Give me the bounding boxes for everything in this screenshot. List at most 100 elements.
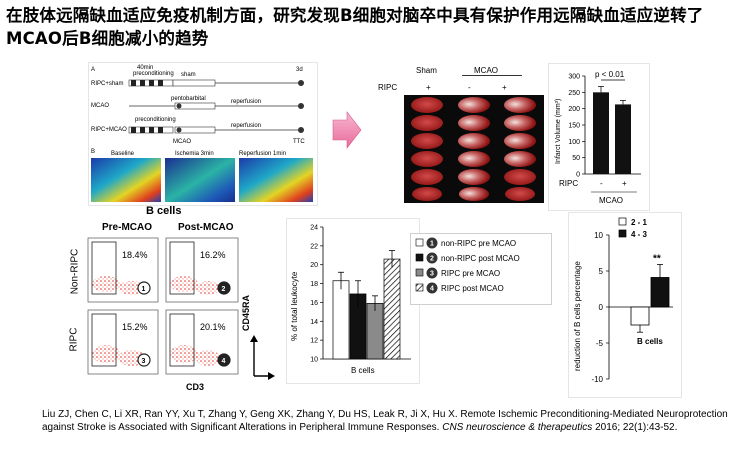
infarct-bar xyxy=(615,104,631,174)
mcao-header-rule xyxy=(462,75,522,76)
legend-number-badge xyxy=(426,282,438,294)
scatter-plot-1 xyxy=(87,237,159,303)
flow-image-baseline xyxy=(91,158,161,202)
ttc-label: TTC xyxy=(293,139,305,145)
mcao-label: MCAO xyxy=(173,139,191,145)
leukocyte-ticks: 10 12 14 16 18 20 22 24 xyxy=(310,225,323,364)
axis-corner-arrow-icon xyxy=(250,335,275,380)
legend-label: non-RIPC post MCAO xyxy=(441,254,520,263)
preconditioning-label-2: preconditioning xyxy=(133,71,174,77)
citation-journal: CNS neuroscience & therapeutics xyxy=(442,422,593,433)
col-title: Post-MCAO xyxy=(178,222,234,233)
legend-number: 4 xyxy=(430,286,434,293)
leukocyte-bar xyxy=(332,280,350,360)
leukocyte-chart-svg: % of total leukocyte 10 12 14 16 18 20 22 24 B … xyxy=(290,225,411,375)
infarct-sign: - xyxy=(600,179,603,188)
flow-title: Ischemia 3min xyxy=(175,151,214,157)
reduction-tick-label: -5 xyxy=(596,339,604,348)
ripc-sign: + xyxy=(502,83,507,92)
brain-slice-column-sham xyxy=(411,97,443,201)
infarct-tick-label: 300 xyxy=(568,74,580,81)
reduction-tick-label: 10 xyxy=(594,231,603,240)
reduction-legend-label: 4 - 3 xyxy=(631,230,648,239)
legend-number: 1 xyxy=(430,241,434,248)
flow-image-ischemia xyxy=(165,158,235,202)
leukocyte-xlabel: B cells xyxy=(351,366,375,375)
reduction-xlabel: B cells xyxy=(637,337,663,346)
reduction-bar xyxy=(630,306,650,326)
legend-swatch xyxy=(415,253,424,262)
infarct-tick-label: 200 xyxy=(568,106,580,113)
row-timeline xyxy=(128,79,304,87)
slide-title: 在肢体远隔缺血适应免疫机制方面，研究发现B细胞对脑卒中具有保护作用远隔缺血适应逆… xyxy=(6,6,704,48)
reduction-legend-swatch xyxy=(618,217,627,226)
scatter-plot-2 xyxy=(165,237,239,303)
infarct-bars xyxy=(593,86,631,174)
infarct-chart-svg: Infarct Volume (mm³) 050100150200250300 … xyxy=(555,70,641,205)
leukocyte-bars xyxy=(332,250,401,360)
infarct-tick-label: 250 xyxy=(568,90,580,97)
row-title: Non-RIPC xyxy=(69,248,81,295)
leukocyte-tick-label: 16 xyxy=(310,300,318,307)
pentobarbital-label: pentobarbital xyxy=(171,96,206,102)
y-axis-label: CD45RA xyxy=(241,294,252,332)
reduction-tick-label: 0 xyxy=(599,303,604,312)
infarct-group-label: MCAO xyxy=(599,196,623,205)
sham-label: sham xyxy=(181,72,196,78)
infarct-tick-label: 100 xyxy=(568,139,580,146)
row-label: MCAO xyxy=(91,103,109,109)
brain-slice-column-mcao xyxy=(458,97,490,201)
legend-swatch xyxy=(415,238,424,247)
leukocyte-tick-label: 24 xyxy=(310,225,318,232)
reduction-bar-chart: reduction of B cells percentage 10 5 0 -5 -1… xyxy=(568,212,682,398)
bar-chart-legend: 1 non-RIPC pre MCAO 2 non-RIPC post MCAO 3 RI… xyxy=(410,233,552,305)
preconditioning-label: 40min xyxy=(137,65,153,71)
plot-number: 3 xyxy=(142,358,146,365)
infarct-tick-label: 50 xyxy=(572,155,580,162)
scatter-plot-3 xyxy=(87,309,159,375)
preconditioning-label-row3: preconditioning xyxy=(135,117,176,123)
day-label: 3d xyxy=(296,67,303,73)
scatter-plot-4 xyxy=(165,309,239,375)
arrow-right-icon xyxy=(332,111,362,149)
ripc-sign: + xyxy=(426,83,431,92)
plot-number: 2 xyxy=(222,286,226,293)
flow-image-reperfusion xyxy=(239,158,313,202)
b-cells-caption: B cells xyxy=(146,205,182,217)
legend-label: non-RIPC pre MCAO xyxy=(441,239,516,248)
reduction-ylabel: reduction of B cells percentage xyxy=(573,261,582,371)
leukocyte-tick-label: 22 xyxy=(310,243,318,250)
reperfusion-label: reperfusion xyxy=(231,99,261,105)
reduction-bar xyxy=(650,277,670,308)
infarct-bar xyxy=(593,92,609,174)
legend-label: RIPC pre MCAO xyxy=(441,269,500,278)
panel-a-label: A xyxy=(91,67,95,73)
reduction-legend-swatch xyxy=(618,229,627,238)
x-axis-label: CD3 xyxy=(186,382,205,392)
legend-swatch xyxy=(415,283,424,292)
panel-b-label: B xyxy=(91,149,95,155)
leukocyte-bar xyxy=(366,303,384,360)
brain-slices-image xyxy=(404,95,544,203)
scatter-plots: 18.4% 16.2% 15.2% 20.1% 1 2 3 4 xyxy=(87,237,239,375)
reperfusion-label-row3: reperfusion xyxy=(231,123,261,129)
row-title: RIPC xyxy=(68,327,80,352)
plot-number: 4 xyxy=(222,358,226,365)
citation-details: 2016; 22(1):43-52. xyxy=(592,422,678,433)
legend-number: 3 xyxy=(430,271,434,278)
citation-authors: Liu ZJ, Chen C, Li XR, Ran YY, Xu T, Zha… xyxy=(42,409,728,433)
ripc-sign: - xyxy=(468,83,471,92)
leukocyte-tick-label: 12 xyxy=(310,338,318,345)
leukocyte-tick-label: 20 xyxy=(310,262,318,269)
gate-percentage: 18.4% xyxy=(122,250,148,260)
reduction-chart-svg: reduction of B cells percentage 10 5 0 -5 -1… xyxy=(573,217,673,384)
ripc-row-label: RIPC xyxy=(378,83,398,92)
infarct-tick-label: 0 xyxy=(576,172,580,179)
row-label: RIPC+sham xyxy=(91,81,124,87)
citation: Liu ZJ, Chen C, Li XR, Ran YY, Xu T, Zha… xyxy=(42,408,732,434)
row-label: RIPC+MCAO xyxy=(91,127,127,133)
gate-percentage: 15.2% xyxy=(122,322,148,332)
leukocyte-tick-label: 18 xyxy=(310,281,318,288)
mcao-header: MCAO xyxy=(474,66,498,75)
pvalue-label: p < 0.01 xyxy=(595,70,625,79)
